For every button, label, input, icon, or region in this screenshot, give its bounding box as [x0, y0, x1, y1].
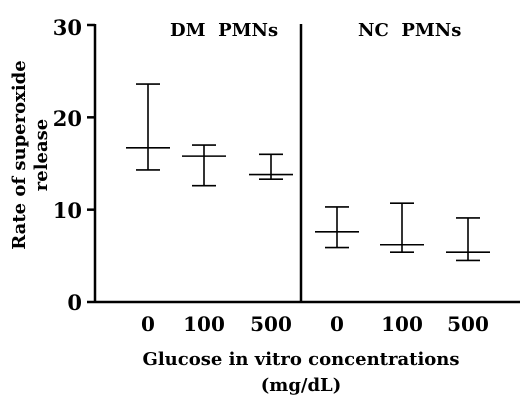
- y-tick-label: 10: [53, 198, 82, 223]
- x-category-label: 500: [250, 312, 292, 336]
- axes: [87, 23, 520, 304]
- data-marks: [126, 83, 490, 262]
- x-category-label: 0: [141, 312, 155, 336]
- y-tick-label: 20: [53, 106, 82, 131]
- x-category-label: 500: [447, 312, 489, 336]
- y-axis-title-line2: release: [31, 119, 52, 191]
- panel-label-nc: NC PMNs: [358, 20, 461, 41]
- x-category-label: 100: [381, 312, 423, 336]
- x-axis-title-line1: Glucose in vitro concentrations: [142, 349, 459, 370]
- panel-label-dm: DM PMNs: [170, 20, 278, 41]
- y-axis-title-line1: Rate of superoxide: [9, 60, 30, 249]
- y-tick-label: 30: [53, 15, 82, 40]
- x-category-label: 100: [183, 312, 225, 336]
- x-axis-title-line2: (mg/dL): [261, 375, 341, 396]
- y-tick-label: 0: [67, 290, 82, 315]
- x-category-label: 0: [330, 312, 344, 336]
